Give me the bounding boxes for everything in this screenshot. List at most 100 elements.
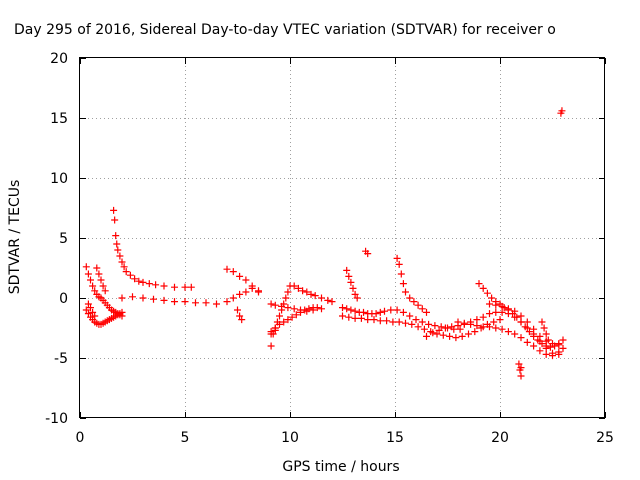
data-point <box>284 288 292 296</box>
data-point <box>202 299 210 307</box>
data-point <box>423 332 430 340</box>
data-point <box>135 277 143 285</box>
data-point <box>307 290 315 298</box>
data-point <box>406 294 414 302</box>
plot-frame <box>79 57 605 418</box>
data-point <box>101 287 109 295</box>
data-point <box>118 294 126 302</box>
data-point <box>255 288 262 296</box>
data-point <box>91 312 99 320</box>
data-point <box>99 282 107 290</box>
data-point <box>267 300 275 308</box>
data-point <box>160 296 168 304</box>
data-point <box>435 326 443 334</box>
data-point <box>479 313 487 321</box>
data-point <box>93 264 101 272</box>
data-point <box>236 272 244 280</box>
data-point <box>242 276 250 284</box>
data-point <box>87 276 94 284</box>
data-point <box>431 322 439 330</box>
data-point <box>238 316 246 324</box>
data-point <box>364 250 372 258</box>
data-point <box>452 334 460 342</box>
data-point <box>517 372 525 380</box>
data-point <box>460 319 468 327</box>
data-point <box>429 329 437 337</box>
data-point <box>364 316 372 324</box>
data-point <box>412 316 420 324</box>
data-point <box>437 323 445 331</box>
data-point <box>408 320 416 328</box>
data-point <box>84 300 92 308</box>
data-point <box>248 282 256 290</box>
data-point <box>479 323 487 331</box>
data-point <box>82 306 90 314</box>
data-point <box>383 317 391 325</box>
data-point <box>290 305 298 313</box>
data-point <box>160 282 168 290</box>
data-point <box>555 350 563 358</box>
data-point <box>339 312 346 320</box>
data-point <box>116 252 124 260</box>
data-point <box>345 313 353 321</box>
data-point <box>284 316 292 324</box>
data-point <box>448 323 456 331</box>
data-point <box>303 307 311 315</box>
data-point <box>402 319 409 327</box>
data-point <box>278 302 286 310</box>
data-point <box>126 271 134 279</box>
y-axis-label: SDTVAR / TECUs <box>7 180 23 295</box>
data-point <box>152 281 160 289</box>
data-point <box>498 325 506 333</box>
data-point <box>414 301 422 309</box>
data-point <box>542 330 550 338</box>
data-point <box>112 232 120 240</box>
data-point <box>536 347 544 355</box>
data-point <box>95 270 103 278</box>
data-point <box>425 320 433 328</box>
data-point <box>433 330 441 338</box>
data-point <box>223 265 231 273</box>
data-point <box>280 318 288 326</box>
data-point <box>171 298 178 306</box>
data-point <box>536 332 544 340</box>
data-point <box>311 292 319 300</box>
data-point <box>538 340 546 348</box>
data-point <box>549 340 556 348</box>
y-tick-label: 10 <box>50 171 68 187</box>
data-point <box>498 302 506 310</box>
data-point <box>410 298 418 306</box>
data-point <box>479 284 487 292</box>
data-point <box>418 318 426 326</box>
data-point <box>131 275 139 283</box>
data-point <box>284 304 292 312</box>
data-point <box>139 294 147 302</box>
data-point <box>397 270 405 278</box>
data-point <box>118 308 126 316</box>
data-point <box>446 332 454 340</box>
data-point <box>343 305 351 313</box>
data-point <box>454 318 462 326</box>
x-axis-label: GPS time / hours <box>282 459 399 475</box>
data-point <box>351 307 359 315</box>
x-tick-label: 10 <box>281 430 299 446</box>
data-point <box>540 324 548 332</box>
data-point <box>492 308 500 316</box>
data-point <box>110 206 118 214</box>
data-point <box>402 288 409 296</box>
data-point <box>517 364 525 372</box>
data-point <box>538 318 546 326</box>
data-point <box>395 260 403 268</box>
data-point <box>84 310 92 318</box>
data-point <box>542 350 550 358</box>
data-point <box>360 308 367 316</box>
data-point <box>483 289 491 297</box>
data-point <box>555 341 563 349</box>
data-point <box>504 328 512 336</box>
data-point <box>517 318 525 326</box>
data-point <box>282 294 290 302</box>
data-point <box>97 276 105 284</box>
data-point <box>294 284 302 292</box>
data-point <box>530 342 538 350</box>
data-point <box>549 352 556 360</box>
